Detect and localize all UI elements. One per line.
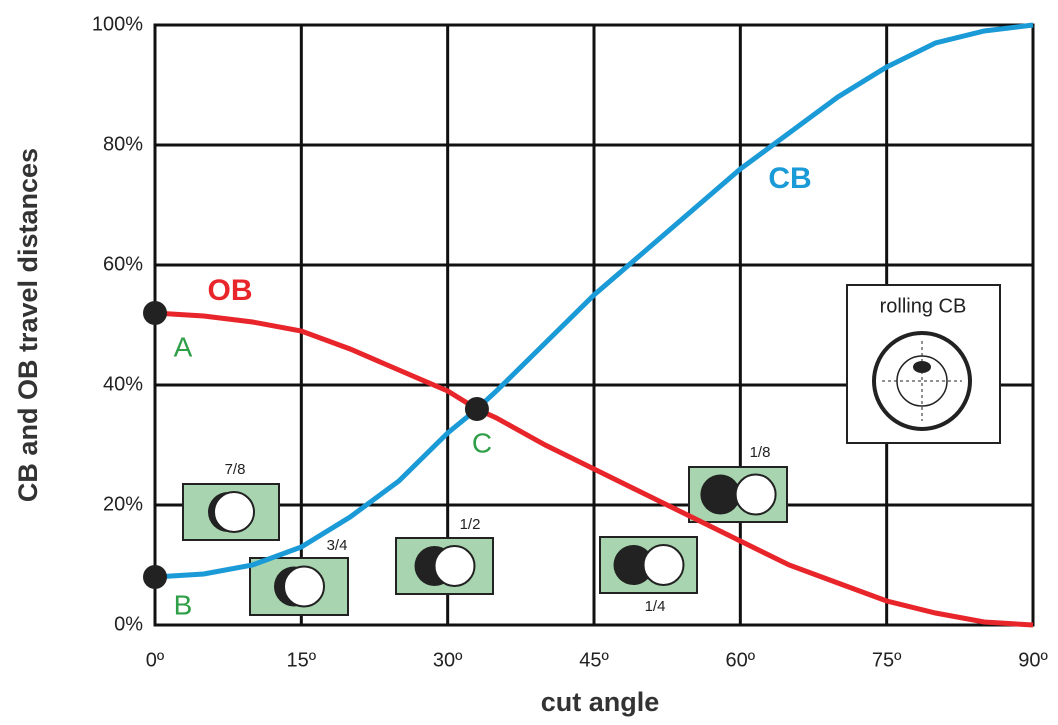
point-label: B (174, 589, 193, 620)
x-tick-label: 30º (433, 649, 463, 671)
object-ball (613, 545, 654, 585)
y-tick-label: 60% (103, 253, 143, 275)
series-line (154, 310, 1034, 628)
x-tick-label: 45º (579, 649, 609, 671)
rolling-ball (872, 331, 972, 431)
y-axis-label: CB and OB travel distances (13, 148, 43, 502)
rolling-title: rolling CB (880, 295, 967, 317)
inset-label: 7/8 (225, 461, 246, 478)
cue-ball (283, 565, 325, 608)
inset-label: 1/2 (460, 516, 481, 533)
key-point (143, 301, 167, 325)
object-ball (700, 474, 741, 515)
y-tick-label: 100% (92, 13, 143, 35)
inset-label: 1/4 (645, 598, 666, 615)
inset-label: 3/4 (327, 537, 348, 554)
cue-ball (433, 545, 476, 587)
cue-ball (213, 491, 255, 533)
x-axis-label: cut angle (541, 687, 660, 717)
x-tick-label: 15º (287, 649, 317, 671)
key-point (143, 565, 167, 589)
y-tick-label: 0% (114, 613, 143, 635)
point-label: A (174, 331, 193, 362)
x-tick-label: 0º (146, 649, 165, 671)
key-point (464, 397, 489, 421)
x-tick-label: 90º (1018, 649, 1048, 671)
y-tick-label: 20% (103, 493, 143, 515)
cue-ball (734, 473, 777, 516)
x-tick-label: 60º (726, 649, 756, 671)
cue-ball (642, 544, 685, 586)
y-tick-label: 80% (103, 133, 143, 155)
series-label: OB (208, 274, 253, 307)
series-label: CB (768, 162, 811, 195)
rolling-dot (913, 361, 931, 373)
x-tick-label: 75º (872, 649, 902, 671)
series-line (154, 22, 1034, 580)
y-tick-label: 40% (103, 373, 143, 395)
point-label: C (472, 427, 492, 458)
inset-label: 1/8 (750, 444, 771, 461)
